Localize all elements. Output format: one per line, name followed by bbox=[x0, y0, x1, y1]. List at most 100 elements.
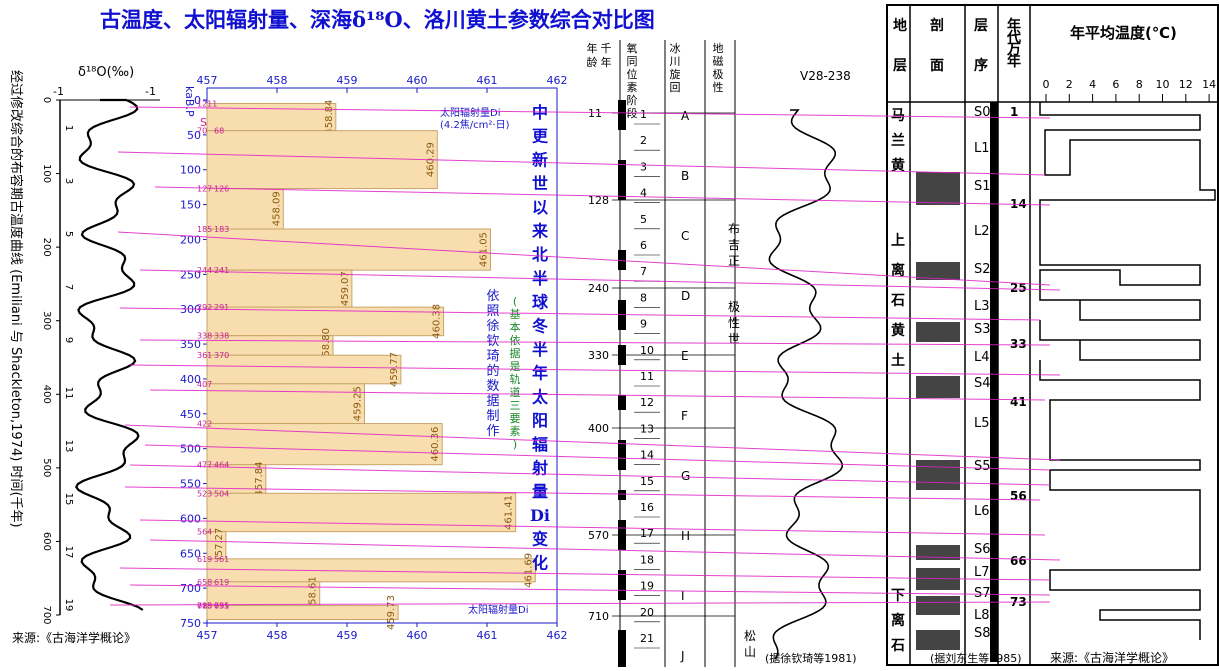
subtitle-char: 更 bbox=[532, 127, 549, 146]
loess-header-char: 地 bbox=[893, 17, 907, 34]
age-label-left: 244 bbox=[197, 266, 212, 275]
note-2-char: 三 bbox=[510, 399, 521, 412]
y-tick-label: 0 bbox=[194, 94, 201, 107]
subtitle-char: 世 bbox=[532, 174, 548, 193]
d18o-scale-right: -1 bbox=[145, 85, 156, 98]
x-tick-label-top: 458 bbox=[267, 74, 288, 87]
d18o-depth-label: 0 bbox=[41, 97, 52, 103]
layer-label: S1 bbox=[974, 179, 991, 194]
note-2-char: 据 bbox=[510, 346, 521, 360]
x-tick-label-top: 459 bbox=[337, 74, 358, 87]
core-header-char: 素 bbox=[627, 81, 638, 94]
d18o-stage-number: 9 bbox=[63, 337, 74, 343]
note-2-char: ) bbox=[513, 438, 517, 451]
correlation-line bbox=[144, 444, 1051, 471]
age-label-right: 735 bbox=[214, 602, 229, 611]
bar-value-label: 458.61 bbox=[308, 576, 319, 611]
polarity-upper-char: 布 bbox=[728, 222, 740, 236]
isotope-stage: 8 bbox=[640, 291, 647, 304]
bar-value-label: 461.05 bbox=[479, 232, 490, 267]
isotope-stage: 11 bbox=[640, 370, 654, 383]
y-tick-label: 450 bbox=[180, 408, 201, 421]
age-label-left: 619 bbox=[197, 555, 212, 564]
age-label-right: 183 bbox=[214, 225, 229, 234]
soil-layer bbox=[916, 630, 960, 650]
temp-tick-label: 8 bbox=[1136, 78, 1143, 91]
age-label-right: 504 bbox=[214, 489, 229, 498]
subtitle-char: Di bbox=[530, 506, 550, 525]
insolation-bar bbox=[206, 102, 337, 132]
isotope-stage: 16 bbox=[640, 501, 654, 514]
polarity-block bbox=[618, 630, 626, 667]
core-age-mark: 400 bbox=[588, 422, 609, 435]
isotope-stage: 21 bbox=[640, 632, 654, 645]
age-label-left: 688 bbox=[197, 602, 212, 611]
loess-age: 33 bbox=[1010, 337, 1027, 351]
stratum-char: 上 bbox=[891, 233, 905, 249]
age-label-right: 691 bbox=[214, 602, 229, 611]
age-label-right: 126 bbox=[214, 185, 229, 194]
loess-header-char: 序 bbox=[974, 57, 988, 74]
subtitle-char: 射 bbox=[531, 459, 548, 478]
loess-header-char: 年 bbox=[1007, 53, 1021, 70]
layer-label: L5 bbox=[974, 416, 990, 431]
d18o-stage-number: 19 bbox=[63, 599, 74, 612]
isotope-stage: 20 bbox=[640, 606, 654, 619]
core-age-mark: 570 bbox=[588, 529, 609, 542]
note-2-char: 是 bbox=[510, 360, 521, 373]
stratum-char: 黄 bbox=[891, 322, 905, 339]
glacial-cycle: E bbox=[681, 349, 689, 363]
d18o-depth-label: 100 bbox=[41, 164, 52, 183]
age-label-left: 127 bbox=[197, 185, 212, 194]
age-label-left: 725 bbox=[197, 602, 212, 611]
isotope-stage: 19 bbox=[640, 580, 654, 593]
d18o-stage-number: 13 bbox=[63, 440, 74, 453]
core-age-mark: 240 bbox=[588, 282, 609, 295]
y-tick-label: 750 bbox=[180, 617, 201, 630]
temp-tick-label: 12 bbox=[1179, 78, 1193, 91]
core-header: 氧同位素阶段 bbox=[627, 41, 638, 120]
correlation-line bbox=[129, 464, 1051, 486]
x-tick-label-bottom: 457 bbox=[197, 629, 218, 642]
d18o-depth-label: 500 bbox=[41, 458, 52, 477]
stratum-char: 黄 bbox=[891, 157, 905, 174]
isotope-stage: 4 bbox=[640, 187, 647, 200]
core-header-char: 位 bbox=[627, 67, 638, 81]
insolation-bar bbox=[206, 188, 284, 230]
note-2-char: 素 bbox=[510, 425, 521, 438]
y-tick-label: 500 bbox=[180, 443, 201, 456]
glacial-cycle: H bbox=[681, 529, 690, 543]
polarity-lower-char: 山 bbox=[744, 645, 756, 659]
polarity-block bbox=[618, 570, 626, 600]
loess-header-char: 层 bbox=[893, 58, 907, 74]
subtitle-char: 球 bbox=[532, 293, 549, 312]
insolation-bar bbox=[206, 423, 443, 466]
note-2-char: 基 bbox=[510, 308, 521, 321]
loess-header-temp: 年平均温度(℃) bbox=[1070, 24, 1177, 42]
isotope-stage: 5 bbox=[640, 213, 647, 226]
y-tick-label: 650 bbox=[180, 547, 201, 560]
temp-tick-label: 2 bbox=[1066, 78, 1073, 91]
age-label-left: 70 bbox=[197, 127, 207, 136]
subtitle-char: 中 bbox=[532, 103, 548, 122]
d18o-stage-number: 17 bbox=[63, 546, 74, 559]
isotope-stage: 10 bbox=[640, 344, 654, 357]
loess-frame bbox=[886, 4, 1219, 666]
bar-value-label: 457.27 bbox=[214, 528, 225, 563]
source-left: 来源:《古海洋学概论》 bbox=[12, 630, 136, 645]
note-1-char: 徐 bbox=[486, 319, 499, 334]
note-1-char: 依 bbox=[486, 289, 499, 304]
isotope-stage: 6 bbox=[640, 239, 647, 252]
loess-header-char: 代 bbox=[1006, 29, 1021, 46]
age-label-right: 338 bbox=[214, 332, 229, 341]
layer-label: L1 bbox=[974, 141, 990, 156]
x-tick-label-bottom: 458 bbox=[267, 629, 288, 642]
age-label-left: 1211 bbox=[197, 99, 217, 108]
note-2-char: 本 bbox=[510, 320, 521, 334]
age-label-right: 241 bbox=[214, 266, 229, 275]
core-header-char: 年 bbox=[601, 55, 612, 69]
x-tick-label-bottom: 460 bbox=[407, 629, 428, 642]
